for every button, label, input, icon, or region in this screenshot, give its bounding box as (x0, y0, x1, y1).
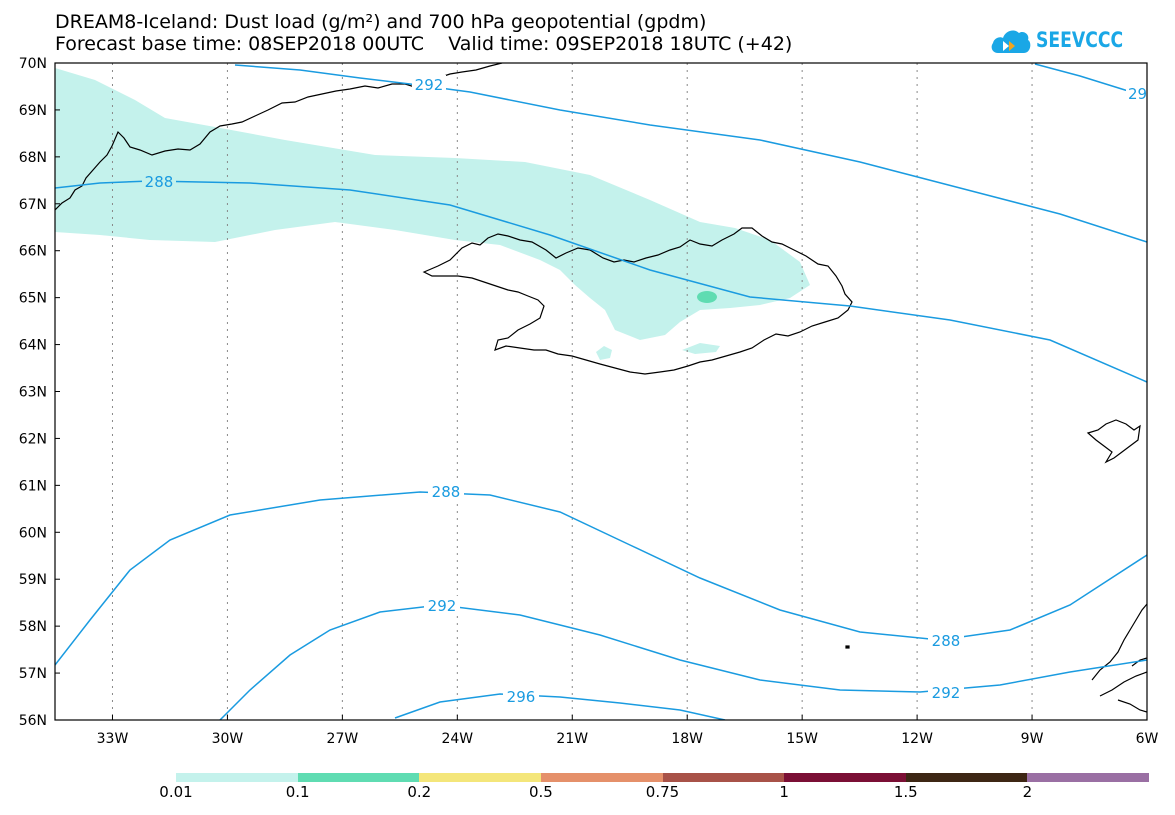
lat-tick-label: 60N (19, 525, 47, 541)
dust-core-patch (697, 291, 717, 303)
contour-296-south (394, 693, 726, 720)
dust-load-shading (55, 68, 810, 360)
contour-labels: 292 29 288 288 292 288 292 296 (142, 75, 1147, 706)
contour-288-south (55, 491, 1147, 666)
contour-label: 288 (932, 632, 961, 650)
rockall-islet (845, 645, 850, 649)
latitude-axis: 70N 69N 68N 67N 66N 65N 64N 63N 62N 61N 60N 59N 58N 5… (19, 56, 60, 729)
lat-tick-label: 65N (19, 291, 47, 307)
colorbar-label: 0.2 (407, 783, 432, 801)
seevccc-logo: SEEVCCC (990, 20, 1142, 60)
lon-tick-label: 24W (441, 731, 473, 747)
colorbar-segment (297, 773, 420, 782)
lon-tick-label: 33W (97, 731, 129, 747)
lat-tick-label: 62N (19, 431, 47, 447)
cloud-arrow-icon (991, 30, 1031, 53)
lat-tick-label: 68N (19, 150, 47, 166)
colorbar-segment (540, 773, 663, 782)
logo-text: SEEVCCC (1036, 28, 1124, 52)
colorbar-segment (784, 773, 906, 782)
lat-tick-label: 59N (19, 572, 47, 588)
colorbar-segment (1027, 773, 1149, 782)
contour-label: 288 (432, 483, 461, 501)
forecast-time-subtitle: Forecast base time: 08SEP2018 00UTC Vali… (55, 33, 793, 55)
dust-plume-main (55, 68, 810, 340)
lon-tick-label: 27W (327, 731, 359, 747)
colorbar-label: 0.1 (285, 783, 310, 801)
contour-label: 296 (507, 688, 536, 706)
scotland-coast (1091, 603, 1147, 713)
lon-tick-label: 21W (556, 731, 588, 747)
lat-tick-label: 67N (19, 197, 47, 213)
dust-patch-south (596, 346, 612, 360)
colorbar-label: 1.5 (893, 783, 918, 801)
contour-label: 288 (145, 173, 174, 191)
lon-tick-label: 18W (671, 731, 703, 747)
dust-patch-southeast (682, 343, 720, 354)
colorbar-segment (905, 773, 1028, 782)
lat-tick-label: 57N (19, 666, 47, 682)
map-title: DREAM8-Iceland: Dust load (g/m²) and 700… (55, 11, 707, 33)
lat-tick-label: 58N (19, 619, 47, 635)
contour-label: 292 (932, 684, 961, 702)
lat-tick-label: 61N (19, 478, 47, 494)
colorbar-label: 2 (1022, 783, 1033, 801)
iceland-coast (422, 227, 853, 375)
colorbar-label: 0.01 (159, 783, 193, 801)
lat-tick-label: 70N (19, 56, 47, 72)
contour-292-south (219, 604, 1147, 720)
colorbar-label: 1 (779, 783, 789, 801)
contour-label: 292 (428, 597, 457, 615)
faroe-islands (1086, 419, 1141, 464)
lat-tick-label: 69N (19, 103, 47, 119)
lon-tick-label: 30W (212, 731, 244, 747)
lon-tick-label: 15W (786, 731, 818, 747)
lat-tick-label: 63N (19, 385, 47, 401)
contour-label: 292 (415, 76, 444, 94)
dust-colorbar (176, 773, 1149, 782)
colorbar-segment (662, 773, 785, 782)
colorbar-segment (419, 773, 541, 782)
lon-tick-label: 9W (1021, 731, 1044, 747)
colorbar-segment (176, 773, 298, 782)
lat-tick-label: 66N (19, 244, 47, 260)
colorbar-label: 0.5 (528, 783, 553, 801)
lat-tick-label: 64N (19, 338, 47, 354)
lat-tick-label: 56N (19, 713, 47, 729)
lon-tick-label: 6W (1136, 731, 1159, 747)
lon-tick-label: 12W (901, 731, 933, 747)
contour-292-north (234, 64, 1147, 243)
colorbar-label: 0.75 (645, 783, 680, 801)
longitude-axis: 33W 30W 27W 24W 21W 18W 15W 12W 9W 6W (97, 715, 1159, 747)
contour-label: 29 (1128, 85, 1147, 103)
